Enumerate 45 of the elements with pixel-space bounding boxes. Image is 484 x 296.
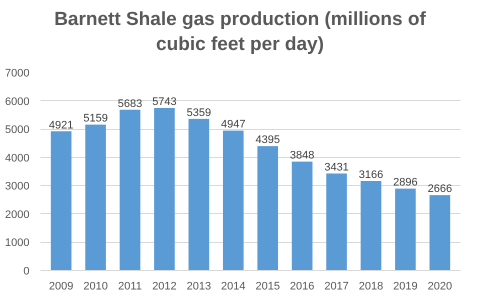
x-tick-label: 2018: [358, 280, 384, 292]
y-tick-label: 7000: [5, 68, 30, 80]
y-tick-label: 3000: [5, 180, 30, 193]
bar: [326, 173, 347, 270]
x-tick-label: 2010: [83, 280, 108, 292]
bar: [395, 188, 416, 270]
y-tick-label: 2000: [5, 208, 30, 221]
chart-title: Barnett Shale gas production (millions of cubic feet per day): [53, 8, 427, 57]
x-tick-label: 2016: [290, 280, 314, 292]
y-tick-label: 4000: [5, 152, 30, 164]
y-tick-label: 1000: [5, 237, 30, 250]
bar: [360, 180, 382, 270]
bar: [430, 195, 450, 270]
data-label: 4921: [48, 119, 74, 132]
data-label: 5683: [118, 98, 142, 110]
y-tick-label: 5000: [5, 124, 30, 136]
bar: [120, 110, 140, 270]
data-label: 4395: [255, 134, 280, 146]
x-tick-label: 2011: [118, 280, 142, 292]
data-label: 2666: [428, 183, 452, 196]
x-tick-label: 2019: [393, 280, 418, 292]
x-tick-label: 2017: [324, 280, 349, 292]
x-tick-label: 2020: [428, 280, 452, 292]
data-label: 5359: [186, 106, 212, 119]
data-label: 3848: [290, 150, 314, 162]
data-label: 4947: [221, 118, 246, 131]
bar: [188, 118, 210, 270]
data-label: 3431: [324, 161, 349, 174]
bar: [292, 162, 312, 270]
y-tick-label: 6000: [5, 96, 30, 108]
bar: [154, 108, 175, 270]
y-tick-label: 0: [23, 266, 30, 278]
data-label: 2896: [393, 176, 418, 189]
x-tick-label: 2012: [152, 280, 177, 292]
bar: [222, 130, 244, 270]
bar: [85, 124, 106, 270]
x-tick-label: 2014: [221, 280, 246, 292]
bar: [257, 146, 278, 270]
x-tick-label: 2013: [186, 280, 212, 292]
bar: [50, 131, 72, 270]
x-tick-label: 2015: [255, 280, 280, 292]
data-label: 5159: [83, 112, 108, 125]
x-tick-label: 2009: [48, 280, 74, 292]
data-label: 3166: [358, 168, 384, 181]
data-label: 5743: [152, 96, 177, 108]
